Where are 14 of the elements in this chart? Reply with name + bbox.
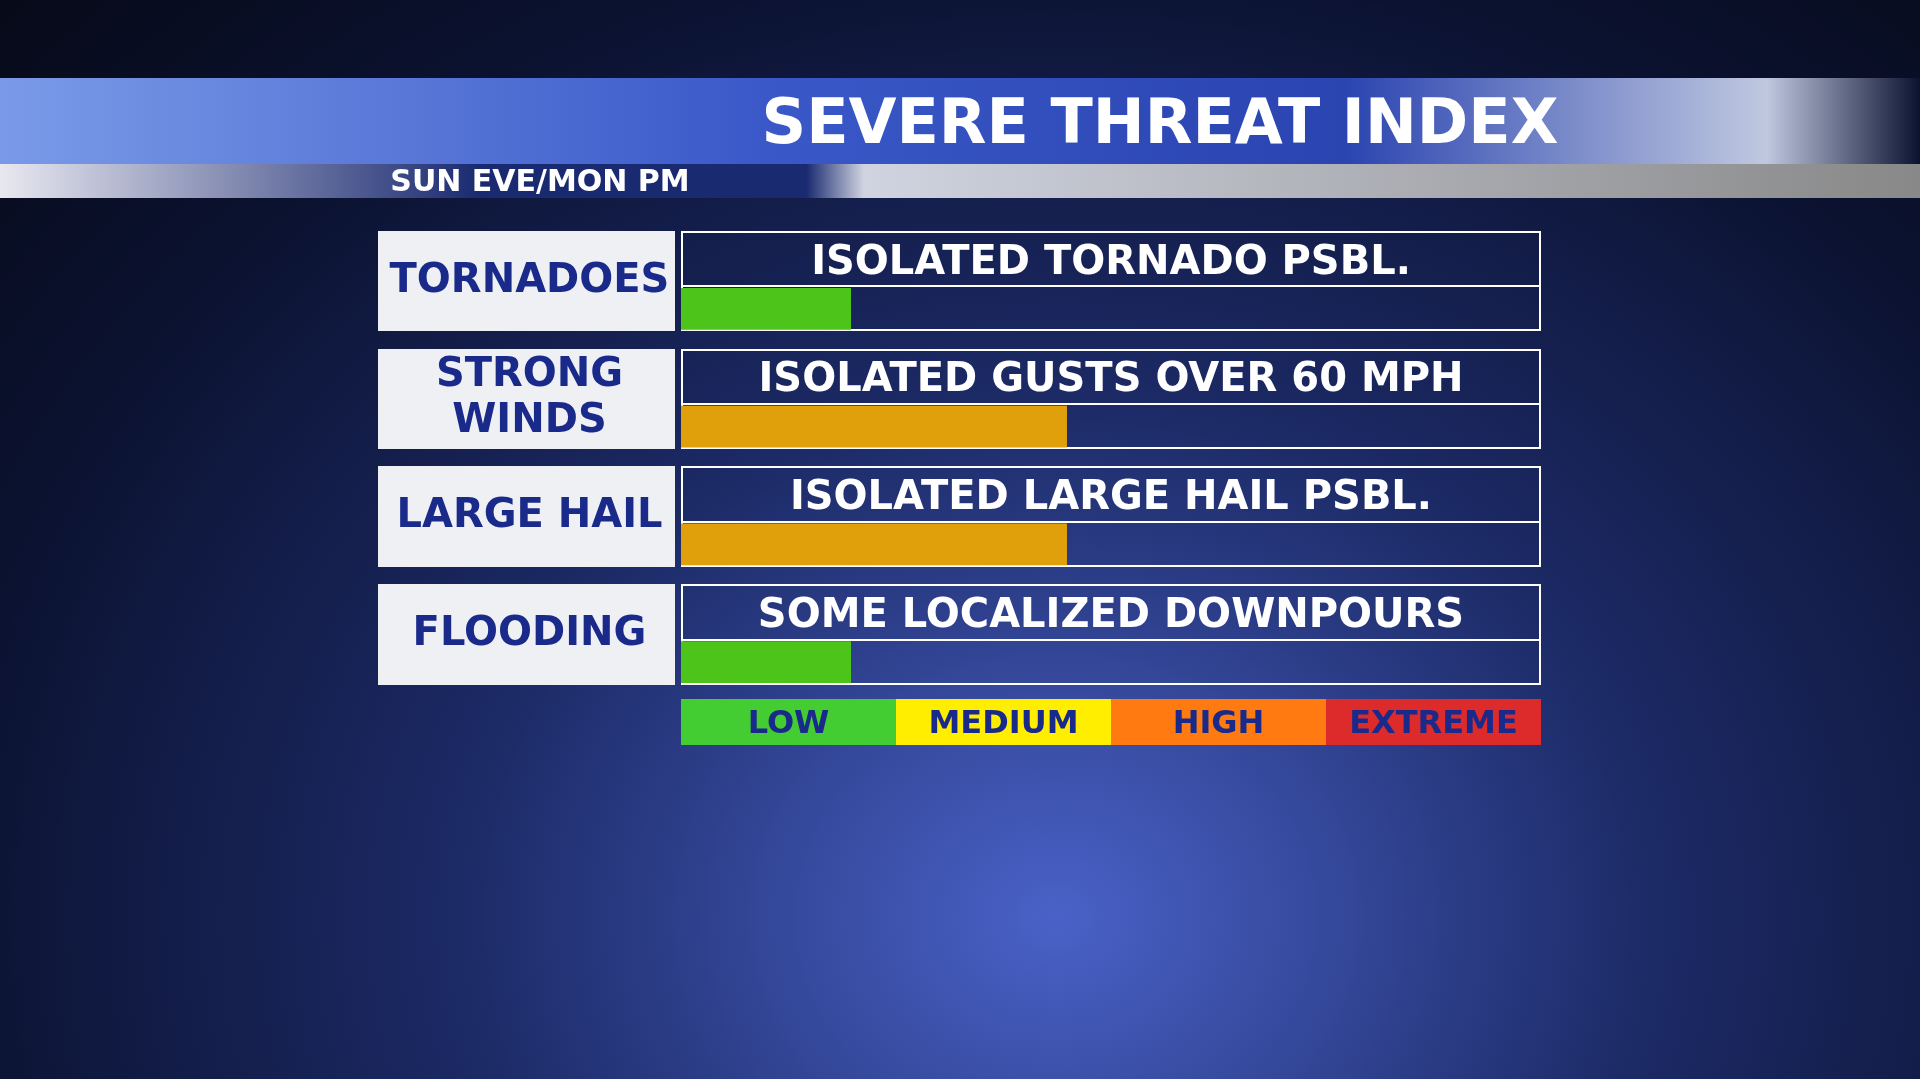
- y-tick-label: STRONG WINDS: [435, 349, 624, 442]
- chart-subtitle: SUN EVE/MON PM: [389, 163, 691, 198]
- y-tick-label: FLOODING: [412, 607, 647, 654]
- annotation: SOME LOCALIZED DOWNPOURS: [681, 584, 1541, 640]
- annotation: ISOLATED LARGE HAIL PSBL.: [681, 466, 1541, 522]
- annotation: ISOLATED TORNADO PSBL.: [681, 230, 1541, 287]
- scale-swatch: MEDIUM: [896, 698, 1111, 745]
- scale-swatch: EXTREME: [1326, 698, 1541, 745]
- y-tick-label: LARGE HAIL: [396, 490, 663, 537]
- scale-swatch: HIGH: [1111, 698, 1326, 745]
- annotation: ISOLATED GUSTS OVER 60 MPH: [681, 348, 1541, 405]
- chart-title: SEVERE THREAT INDEX: [760, 85, 1560, 158]
- scale-swatch: LOW: [681, 698, 896, 745]
- y-tick-label: TORNADOES: [389, 254, 670, 301]
